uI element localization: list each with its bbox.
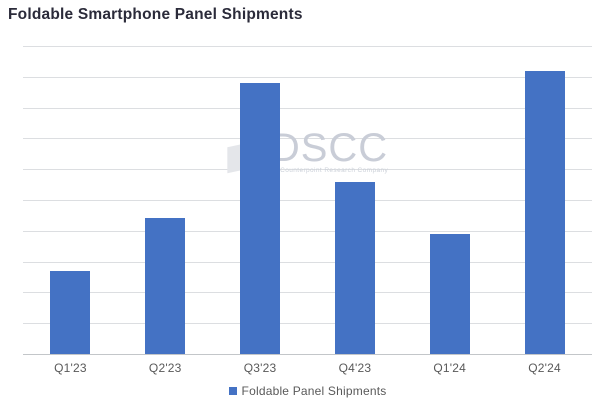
bar-slot-Q1'23: [23, 46, 118, 354]
gridline: [23, 107, 592, 109]
bar-Q3'23: [240, 82, 281, 354]
legend-label: Foldable Panel Shipments: [241, 384, 387, 398]
bar-slot-Q2'23: [118, 46, 213, 354]
bar-Q4'23: [334, 181, 375, 354]
bar-slot-Q3'23: [213, 46, 308, 354]
bars-container: [23, 46, 592, 354]
bar-slot-Q4'23: [307, 46, 402, 354]
gridline: [23, 138, 592, 140]
plot-area: DSCC A Counterpoint Research Company: [23, 46, 592, 355]
legend: Foldable Panel Shipments: [23, 384, 592, 398]
gridline: [23, 230, 592, 232]
bar-slot-Q1'24: [402, 46, 497, 354]
gridline: [23, 76, 592, 78]
x-axis-labels: Q1'23 Q2'23 Q3'23 Q4'23 Q1'24 Q2'24: [23, 361, 592, 375]
gridline: [23, 169, 592, 171]
gridline: [23, 292, 592, 294]
x-axis-label: Q3'23: [243, 361, 277, 375]
x-axis-label: Q2'24: [528, 361, 561, 375]
bar-slot-Q2'24: [497, 46, 592, 354]
gridline: [23, 200, 592, 201]
chart-title: Foldable Smartphone Panel Shipments: [8, 6, 303, 23]
gridline: [23, 261, 592, 263]
bar-Q2'23: [145, 218, 186, 354]
x-axis-label: Q1'23: [54, 361, 87, 375]
bar-Q1'24: [429, 233, 470, 354]
x-axis-label: Q1'24: [433, 361, 467, 375]
bar-Q1'23: [50, 270, 91, 354]
x-axis-label: Q2'23: [148, 361, 182, 375]
bar-Q2'24: [524, 70, 565, 354]
legend-marker-icon: [228, 387, 237, 395]
x-axis-label: Q4'23: [338, 361, 372, 375]
gridline: [23, 46, 592, 47]
gridline: [23, 323, 592, 325]
